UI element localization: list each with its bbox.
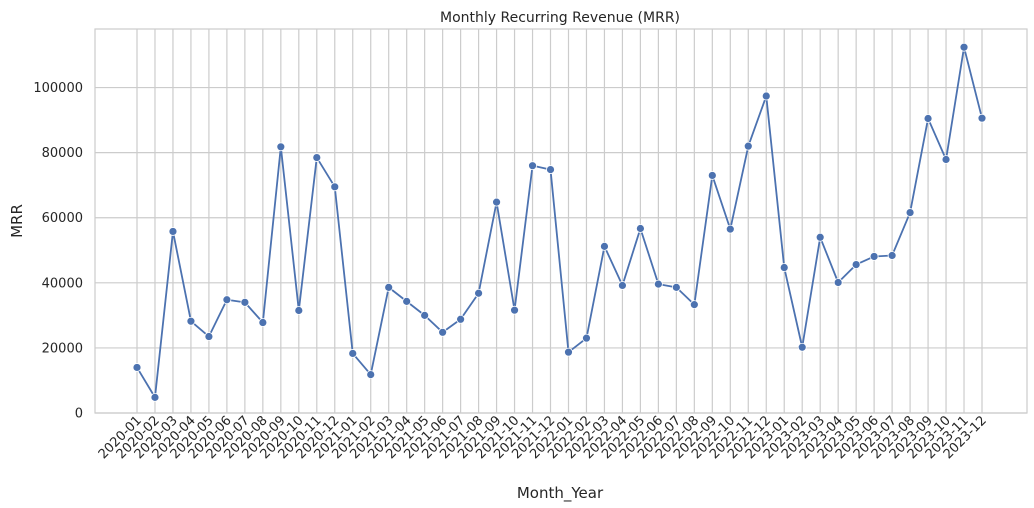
data-point	[366, 370, 376, 380]
mrr-series	[132, 42, 987, 402]
y-tick-label: 0	[75, 407, 83, 422]
data-point	[707, 171, 717, 180]
data-point	[618, 281, 627, 290]
data-point	[168, 227, 178, 236]
data-point	[761, 91, 771, 101]
data-point	[492, 197, 501, 207]
data-point	[402, 296, 412, 306]
data-point	[546, 165, 555, 174]
y-tick-label: 80000	[42, 146, 83, 161]
data-point	[474, 288, 483, 298]
data-point	[132, 363, 142, 372]
data-point	[923, 114, 933, 123]
data-point	[312, 153, 322, 162]
y-tick-label: 20000	[42, 341, 83, 356]
data-point	[600, 241, 609, 251]
data-point	[636, 224, 645, 233]
data-point	[851, 260, 861, 270]
data-point	[240, 297, 250, 307]
plot-frame	[94, 28, 1028, 414]
data-point	[258, 318, 268, 327]
data-point	[456, 314, 466, 324]
data-point	[941, 155, 951, 164]
data-point	[582, 333, 591, 343]
data-point	[959, 42, 969, 52]
y-tick-label: 60000	[42, 211, 83, 226]
y-tick-label: 100000	[33, 81, 83, 96]
data-point	[564, 347, 573, 357]
data-point	[384, 282, 394, 292]
y-axis-label: MRR	[8, 204, 26, 238]
data-point	[779, 263, 789, 272]
data-point	[887, 251, 897, 260]
data-point	[186, 316, 196, 326]
data-point	[330, 182, 340, 192]
data-point	[833, 278, 843, 287]
data-point	[204, 332, 214, 341]
y-tick-label: 40000	[42, 276, 83, 291]
data-point	[977, 113, 987, 123]
data-point	[905, 208, 915, 217]
x-axis-label: Month_Year	[517, 484, 604, 503]
data-point	[276, 142, 286, 152]
data-point	[348, 349, 358, 358]
chart-title: Monthly Recurring Revenue (MRR)	[440, 10, 680, 26]
data-point	[294, 306, 304, 315]
y-axis-ticks: 0 20000 40000 60000 80000 100000	[33, 81, 83, 421]
data-point	[725, 224, 735, 234]
data-point	[510, 305, 519, 315]
data-point	[815, 232, 825, 242]
data-point	[653, 279, 663, 289]
data-point	[689, 300, 699, 310]
x-axis-ticks: 2020-012020-022020-032020-042020-052020-…	[96, 413, 990, 462]
data-point	[671, 282, 681, 292]
data-point	[420, 310, 430, 320]
mrr-line	[136, 46, 983, 399]
data-point	[150, 392, 160, 402]
data-point	[869, 252, 879, 261]
data-point	[222, 295, 232, 305]
data-point	[438, 327, 448, 337]
data-point	[528, 161, 537, 171]
grid	[95, 29, 1027, 414]
data-point	[743, 141, 753, 151]
data-point	[797, 342, 807, 352]
